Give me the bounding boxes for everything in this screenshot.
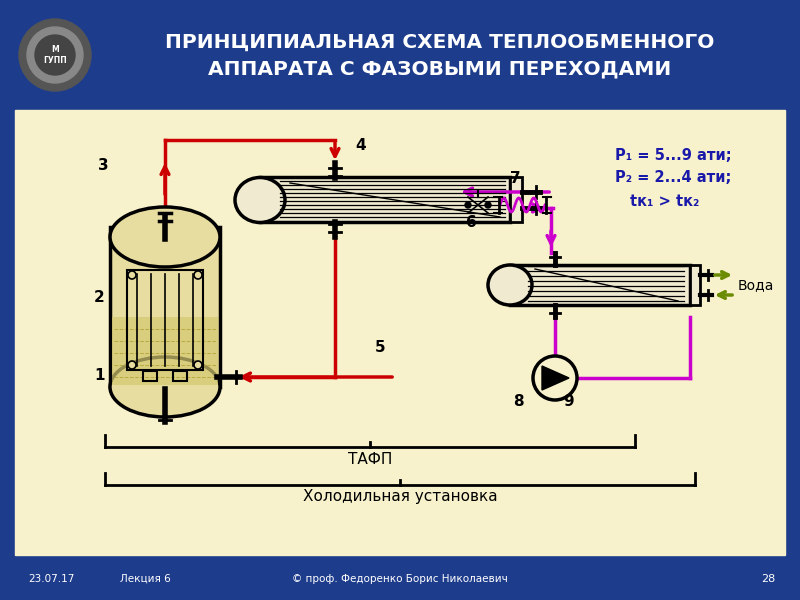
Bar [51, 81, 59, 89]
Bar [260, 177, 510, 222]
Bar [34, 23, 46, 34]
Bar [65, 23, 75, 34]
Polygon shape [542, 366, 569, 390]
Bar [690, 265, 700, 305]
Text: 4: 4 [355, 138, 366, 153]
Ellipse shape [235, 178, 285, 223]
Bar [23, 35, 34, 46]
Text: 9: 9 [563, 394, 574, 409]
Text: 5: 5 [375, 340, 386, 355]
Circle shape [128, 271, 136, 279]
Text: 1: 1 [94, 368, 105, 383]
Circle shape [465, 202, 471, 208]
Bar [173, 371, 187, 381]
Text: Холодильная установка: Холодильная установка [302, 490, 498, 505]
Bar [34, 76, 46, 86]
Text: ТАФП: ТАФП [348, 451, 392, 467]
Bar [81, 51, 89, 59]
Ellipse shape [110, 357, 220, 417]
Bar [510, 265, 690, 305]
Text: 23.07.17: 23.07.17 [28, 574, 74, 584]
Bar [112, 317, 218, 385]
Ellipse shape [488, 265, 532, 305]
Bar [127, 270, 203, 370]
Bar [65, 76, 75, 86]
Circle shape [533, 356, 577, 400]
Bar [23, 65, 34, 76]
Bar [143, 371, 157, 381]
Text: Лекция 6: Лекция 6 [120, 574, 170, 584]
Bar [510, 177, 522, 222]
Bar [15, 110, 785, 555]
Circle shape [128, 361, 136, 369]
Text: 8: 8 [513, 394, 524, 409]
Text: 7: 7 [510, 171, 521, 186]
Bar [21, 51, 29, 59]
Circle shape [194, 271, 202, 279]
Text: 2: 2 [94, 290, 105, 305]
Bar [51, 21, 59, 29]
Bar [75, 35, 86, 46]
Text: tк₁ > tк₂: tк₁ > tк₂ [630, 193, 699, 208]
Text: © проф. Федоренко Борис Николаевич: © проф. Федоренко Борис Николаевич [292, 574, 508, 584]
Bar [0, 558, 800, 600]
Text: 28: 28 [761, 574, 775, 584]
Text: М
ГУПП: М ГУПП [43, 45, 67, 65]
Text: ПРИНЦИПИАЛЬНАЯ СХЕМА ТЕПЛООБМЕННОГО: ПРИНЦИПИАЛЬНАЯ СХЕМА ТЕПЛООБМЕННОГО [166, 32, 714, 52]
Circle shape [35, 35, 75, 75]
Circle shape [485, 202, 491, 208]
Bar [0, 0, 800, 110]
Text: 6: 6 [466, 215, 477, 230]
Circle shape [27, 27, 83, 83]
Text: P₁ = 5...9 ати;: P₁ = 5...9 ати; [615, 148, 732, 163]
Circle shape [194, 361, 202, 369]
Text: Вода: Вода [738, 278, 774, 292]
Text: АППАРАТА С ФАЗОВЫМИ ПЕРЕХОДАМИ: АППАРАТА С ФАЗОВЫМИ ПЕРЕХОДАМИ [208, 59, 672, 79]
Text: 3: 3 [98, 158, 109, 173]
Bar [110, 227, 220, 387]
Text: P₂ = 2...4 ати;: P₂ = 2...4 ати; [615, 169, 731, 185]
Ellipse shape [110, 207, 220, 267]
Circle shape [19, 19, 91, 91]
Bar [75, 65, 86, 76]
